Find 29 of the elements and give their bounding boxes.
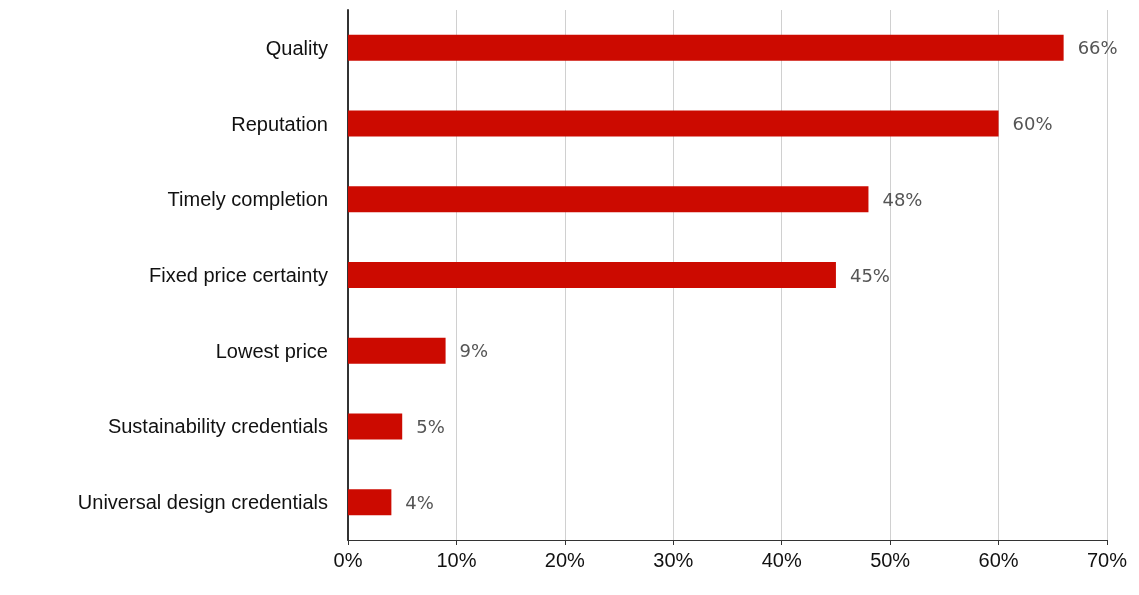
bar (348, 34, 1064, 61)
data-label: 66% (1077, 37, 1118, 59)
data-label: 5% (416, 415, 445, 437)
data-label: 48% (882, 188, 923, 210)
y-tick-label: Quality (265, 36, 328, 59)
bar (348, 489, 392, 516)
x-tick-label: 50% (870, 549, 911, 571)
data-label: 4% (405, 491, 434, 513)
x-tick-label: 70% (1086, 549, 1128, 571)
data-label: 45% (849, 264, 890, 286)
bar (348, 110, 999, 137)
data-label: 60% (1012, 113, 1053, 135)
x-tick-label: 40% (761, 549, 802, 571)
data-label: 9% (459, 340, 489, 362)
y-tick-label: Reputation (231, 112, 328, 135)
bar (348, 337, 446, 364)
x-tick-label: 10% (436, 549, 477, 571)
bar (348, 262, 836, 288)
y-tick-label: Universal design credentials (77, 491, 328, 514)
y-tick-label: Sustainability credentials (107, 415, 328, 438)
x-tick-label: 30% (653, 549, 694, 571)
bar (348, 186, 869, 213)
bar (348, 413, 403, 440)
y-tick-label: Fixed price certainty (149, 264, 328, 286)
y-tick-label: Lowest price (215, 339, 328, 362)
x-tick-label: 0% (333, 549, 363, 571)
x-tick-label: 20% (544, 549, 586, 571)
x-tick-label: 60% (978, 549, 1019, 571)
y-tick-label: Timely completion (167, 188, 328, 211)
